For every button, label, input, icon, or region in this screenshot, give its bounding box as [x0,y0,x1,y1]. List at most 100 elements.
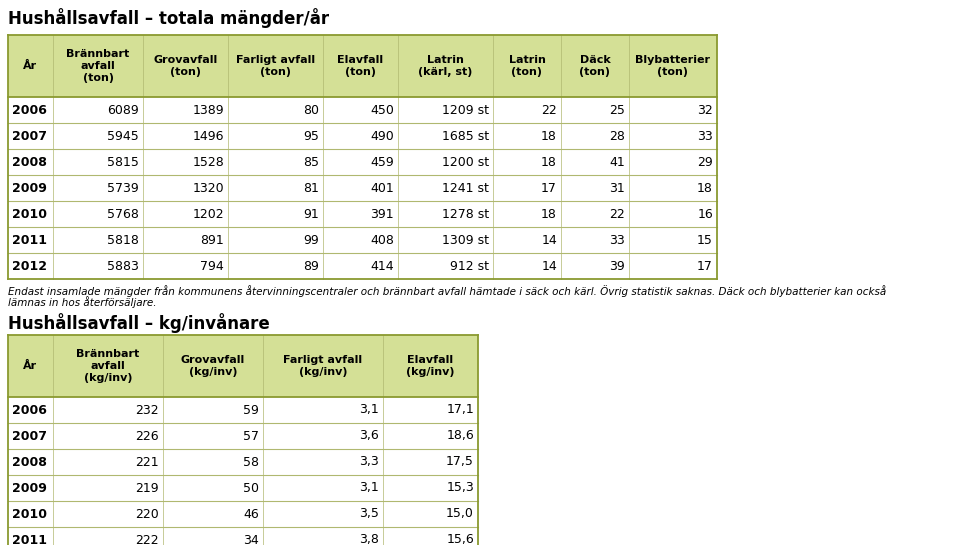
Text: 3,5: 3,5 [359,507,379,520]
Text: 18: 18 [541,208,557,221]
Text: 794: 794 [201,259,224,272]
Text: Farligt avfall
(kg/inv): Farligt avfall (kg/inv) [283,355,363,377]
Text: 34: 34 [243,534,259,545]
Text: 18: 18 [541,130,557,142]
Text: 2008: 2008 [12,456,47,469]
Text: 17,5: 17,5 [446,456,474,469]
Text: 891: 891 [201,233,224,246]
Text: 1528: 1528 [192,155,224,168]
Bar [8,423,478,449]
Text: 450: 450 [371,104,394,117]
Text: 39: 39 [610,259,625,272]
Text: Latrin
(ton): Latrin (ton) [509,55,545,77]
Text: 2007: 2007 [12,429,47,443]
Text: Brännbart
avfall
(ton): Brännbart avfall (ton) [66,50,130,83]
Text: 3,3: 3,3 [359,456,379,469]
Text: 3,1: 3,1 [359,481,379,494]
Text: 41: 41 [610,155,625,168]
Bar [8,35,717,97]
Text: 220: 220 [135,507,159,520]
Bar [8,449,478,475]
Text: 81: 81 [303,181,319,195]
Text: 89: 89 [303,259,319,272]
Text: 5815: 5815 [108,155,139,168]
Text: 58: 58 [243,456,259,469]
Text: Elavfall
(kg/inv): Elavfall (kg/inv) [406,355,455,377]
Text: 2007: 2007 [12,130,47,142]
Text: 2006: 2006 [12,104,47,117]
Text: 15,6: 15,6 [446,534,474,545]
Text: 14: 14 [541,233,557,246]
Text: 3,1: 3,1 [359,403,379,416]
Text: 459: 459 [371,155,394,168]
Text: 2010: 2010 [12,208,47,221]
Text: 5883: 5883 [108,259,139,272]
Bar [8,335,478,397]
Text: 1496: 1496 [193,130,224,142]
Text: 222: 222 [135,534,159,545]
Text: 91: 91 [303,208,319,221]
Bar [8,253,717,279]
Text: År: År [23,61,37,71]
Text: 3,6: 3,6 [359,429,379,443]
Text: 2009: 2009 [12,481,47,494]
Text: 490: 490 [371,130,394,142]
Text: 15,0: 15,0 [446,507,474,520]
Text: 5818: 5818 [108,233,139,246]
Text: 1241 st: 1241 st [443,181,489,195]
Text: 14: 14 [541,259,557,272]
Text: Latrin
(kärl, st): Latrin (kärl, st) [419,55,472,77]
Text: 5768: 5768 [108,208,139,221]
Text: År: År [23,361,37,371]
Text: 99: 99 [303,233,319,246]
Text: 17: 17 [697,259,713,272]
Text: 80: 80 [303,104,319,117]
Text: 28: 28 [610,130,625,142]
Text: 15: 15 [697,233,713,246]
Text: 414: 414 [371,259,394,272]
Text: Grovavfall
(ton): Grovavfall (ton) [154,55,218,77]
Bar [8,97,717,123]
Text: 232: 232 [135,403,159,416]
Text: 1278 st: 1278 st [442,208,489,221]
Text: 2011: 2011 [12,233,47,246]
Text: 29: 29 [697,155,713,168]
Text: 33: 33 [697,130,713,142]
Text: 50: 50 [243,481,259,494]
Text: 59: 59 [243,403,259,416]
Text: 408: 408 [371,233,394,246]
Text: 2006: 2006 [12,403,47,416]
Text: 32: 32 [697,104,713,117]
Text: Hushållsavfall – totala mängder/år: Hushållsavfall – totala mängder/år [8,8,329,28]
Text: 2010: 2010 [12,507,47,520]
Text: 221: 221 [135,456,159,469]
Text: 18,6: 18,6 [446,429,474,443]
Text: 22: 22 [610,208,625,221]
Text: 17: 17 [541,181,557,195]
Text: 1209 st: 1209 st [442,104,489,117]
Text: 17,1: 17,1 [446,403,474,416]
Text: 5945: 5945 [108,130,139,142]
Bar [8,201,717,227]
Text: 95: 95 [303,130,319,142]
Text: 5739: 5739 [108,181,139,195]
Text: 1309 st: 1309 st [442,233,489,246]
Bar [8,527,478,545]
Text: 401: 401 [371,181,394,195]
Bar [8,397,478,423]
Text: 2009: 2009 [12,181,47,195]
Bar [8,149,717,175]
Bar [8,227,717,253]
Text: 22: 22 [541,104,557,117]
Text: 2008: 2008 [12,155,47,168]
Text: Endast insamlade mängder från kommunens återvinningscentraler och brännbart avfa: Endast insamlade mängder från kommunens … [8,285,886,297]
Text: Grovavfall
(kg/inv): Grovavfall (kg/inv) [180,355,245,377]
Text: lämnas in hos återförsäljare.: lämnas in hos återförsäljare. [8,296,156,308]
Text: 1202: 1202 [192,208,224,221]
Text: Brännbart
avfall
(kg/inv): Brännbart avfall (kg/inv) [77,349,139,383]
Bar [8,501,478,527]
Text: Elavfall
(ton): Elavfall (ton) [337,55,384,77]
Text: Farligt avfall
(ton): Farligt avfall (ton) [236,55,315,77]
Text: 57: 57 [243,429,259,443]
Bar [8,175,717,201]
